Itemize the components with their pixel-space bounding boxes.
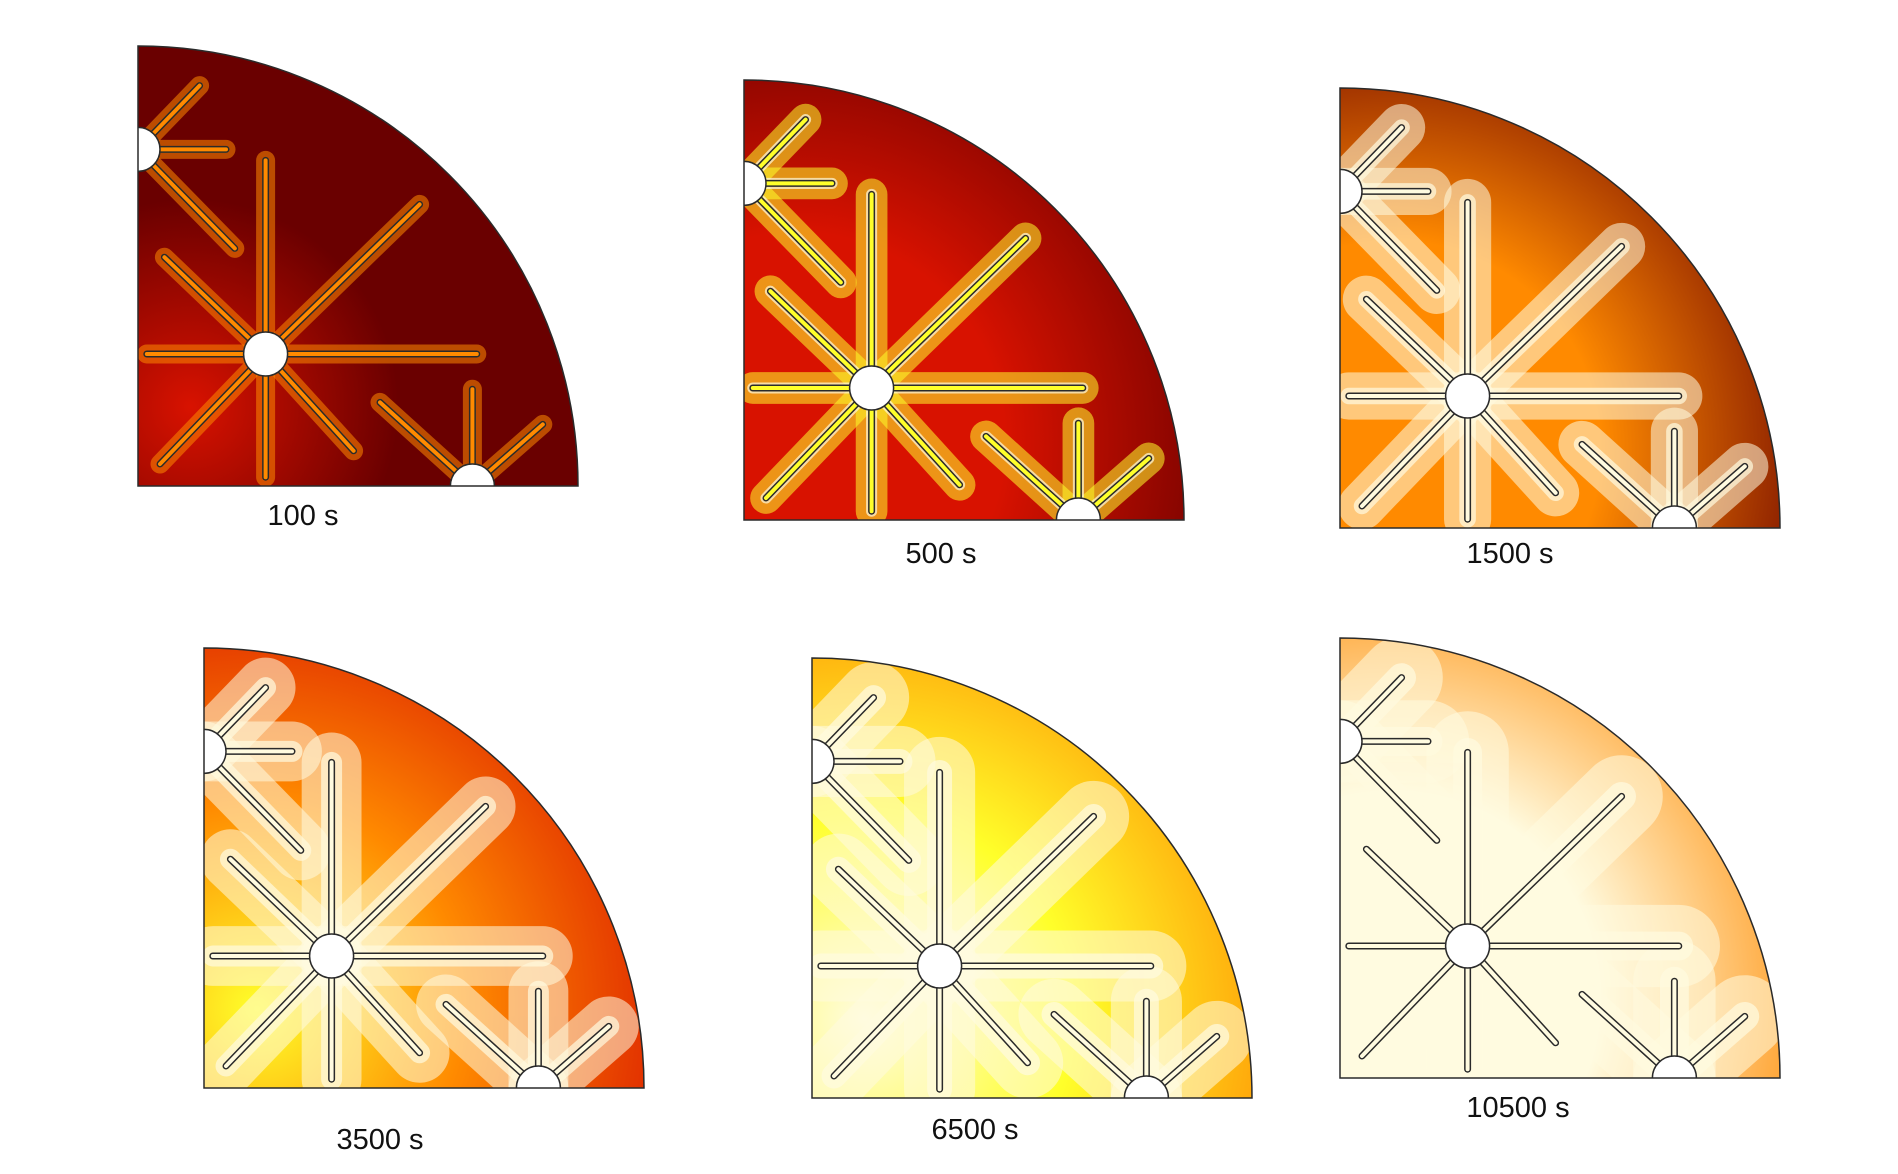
domain-outline bbox=[743, 79, 1185, 521]
caption-2: 500 s bbox=[905, 538, 977, 570]
caption-4: 3500 s bbox=[336, 1124, 424, 1156]
bottom-hole bbox=[1123, 1075, 1170, 1098]
domain-outline bbox=[137, 45, 579, 487]
center-hole bbox=[308, 933, 355, 979]
domain-outline bbox=[1339, 87, 1781, 529]
left-hole bbox=[204, 728, 227, 775]
snapshot-panel-5 bbox=[811, 657, 1253, 1099]
bottom-hole bbox=[1651, 505, 1698, 528]
bottom-hole bbox=[1651, 1055, 1698, 1078]
bottom-hole bbox=[515, 1065, 562, 1088]
left-hole bbox=[1340, 718, 1363, 765]
snapshot-panel-2 bbox=[743, 79, 1185, 521]
bottom-hole bbox=[449, 463, 496, 486]
caption-3: 1500 s bbox=[1466, 538, 1554, 570]
left-hole bbox=[1340, 168, 1363, 215]
snapshot-panel-4 bbox=[203, 647, 645, 1089]
bottom-hole bbox=[1055, 497, 1102, 520]
domain-outline bbox=[203, 647, 645, 1089]
center-hole bbox=[1444, 373, 1491, 419]
caption-1: 100 s bbox=[267, 500, 339, 532]
domain-outline bbox=[1339, 637, 1781, 1079]
center-hole bbox=[848, 365, 895, 411]
left-hole bbox=[138, 126, 161, 173]
left-hole bbox=[812, 738, 835, 785]
center-hole bbox=[242, 331, 289, 377]
domain-outline bbox=[811, 657, 1253, 1099]
snapshot-panel-3 bbox=[1339, 87, 1781, 529]
snapshot-panel-1 bbox=[137, 45, 579, 487]
left-hole bbox=[744, 160, 767, 207]
caption-5: 6500 s bbox=[931, 1114, 1019, 1146]
snapshot-panel-6 bbox=[1339, 637, 1781, 1079]
center-hole bbox=[1444, 923, 1491, 969]
caption-6: 10500 s bbox=[1466, 1092, 1570, 1124]
center-hole bbox=[916, 943, 963, 989]
